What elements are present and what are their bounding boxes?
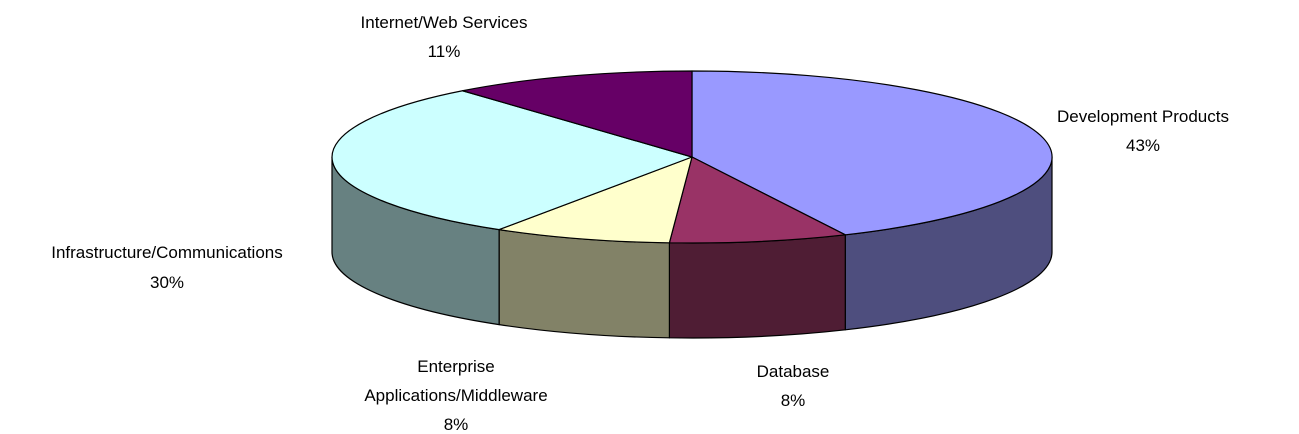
pie-slice-development-products — [691, 70, 1053, 236]
pie-slice-infrastructure-communications — [331, 90, 693, 231]
label-internet-name: Internet/Web Services — [361, 13, 528, 32]
pie-side-enterprise-applications-middleware — [498, 229, 670, 339]
pie-tops — [331, 70, 1053, 244]
pie-slice-database — [668, 156, 846, 244]
label-enterprise-line2: Applications/Middleware — [364, 386, 547, 405]
label-enterprise-applications: Enterprise Applications/Middleware 8% — [364, 357, 547, 434]
label-internet-web-services: Internet/Web Services 11% — [361, 13, 528, 61]
label-enterprise-value: 8% — [444, 415, 469, 434]
label-development-products-name: Development Products — [1057, 107, 1229, 126]
label-infrastructure-communications: Infrastructure/Communications 30% — [51, 243, 282, 292]
label-database-name: Database — [757, 362, 830, 381]
label-infrastructure-name: Infrastructure/Communications — [51, 243, 282, 262]
label-development-products: Development Products 43% — [1057, 107, 1229, 155]
label-internet-value: 11% — [428, 42, 461, 61]
pie-slice-internet-web-services — [461, 70, 693, 158]
label-database: Database 8% — [757, 362, 830, 410]
pie-slice-enterprise-applications-middleware — [498, 156, 693, 244]
label-development-products-value: 43% — [1126, 136, 1160, 155]
pie-sides — [331, 156, 1053, 339]
label-database-value: 8% — [781, 391, 806, 410]
label-enterprise-line1: Enterprise — [417, 357, 494, 376]
pie-side-database — [668, 234, 846, 339]
label-infrastructure-value: 30% — [150, 273, 184, 292]
